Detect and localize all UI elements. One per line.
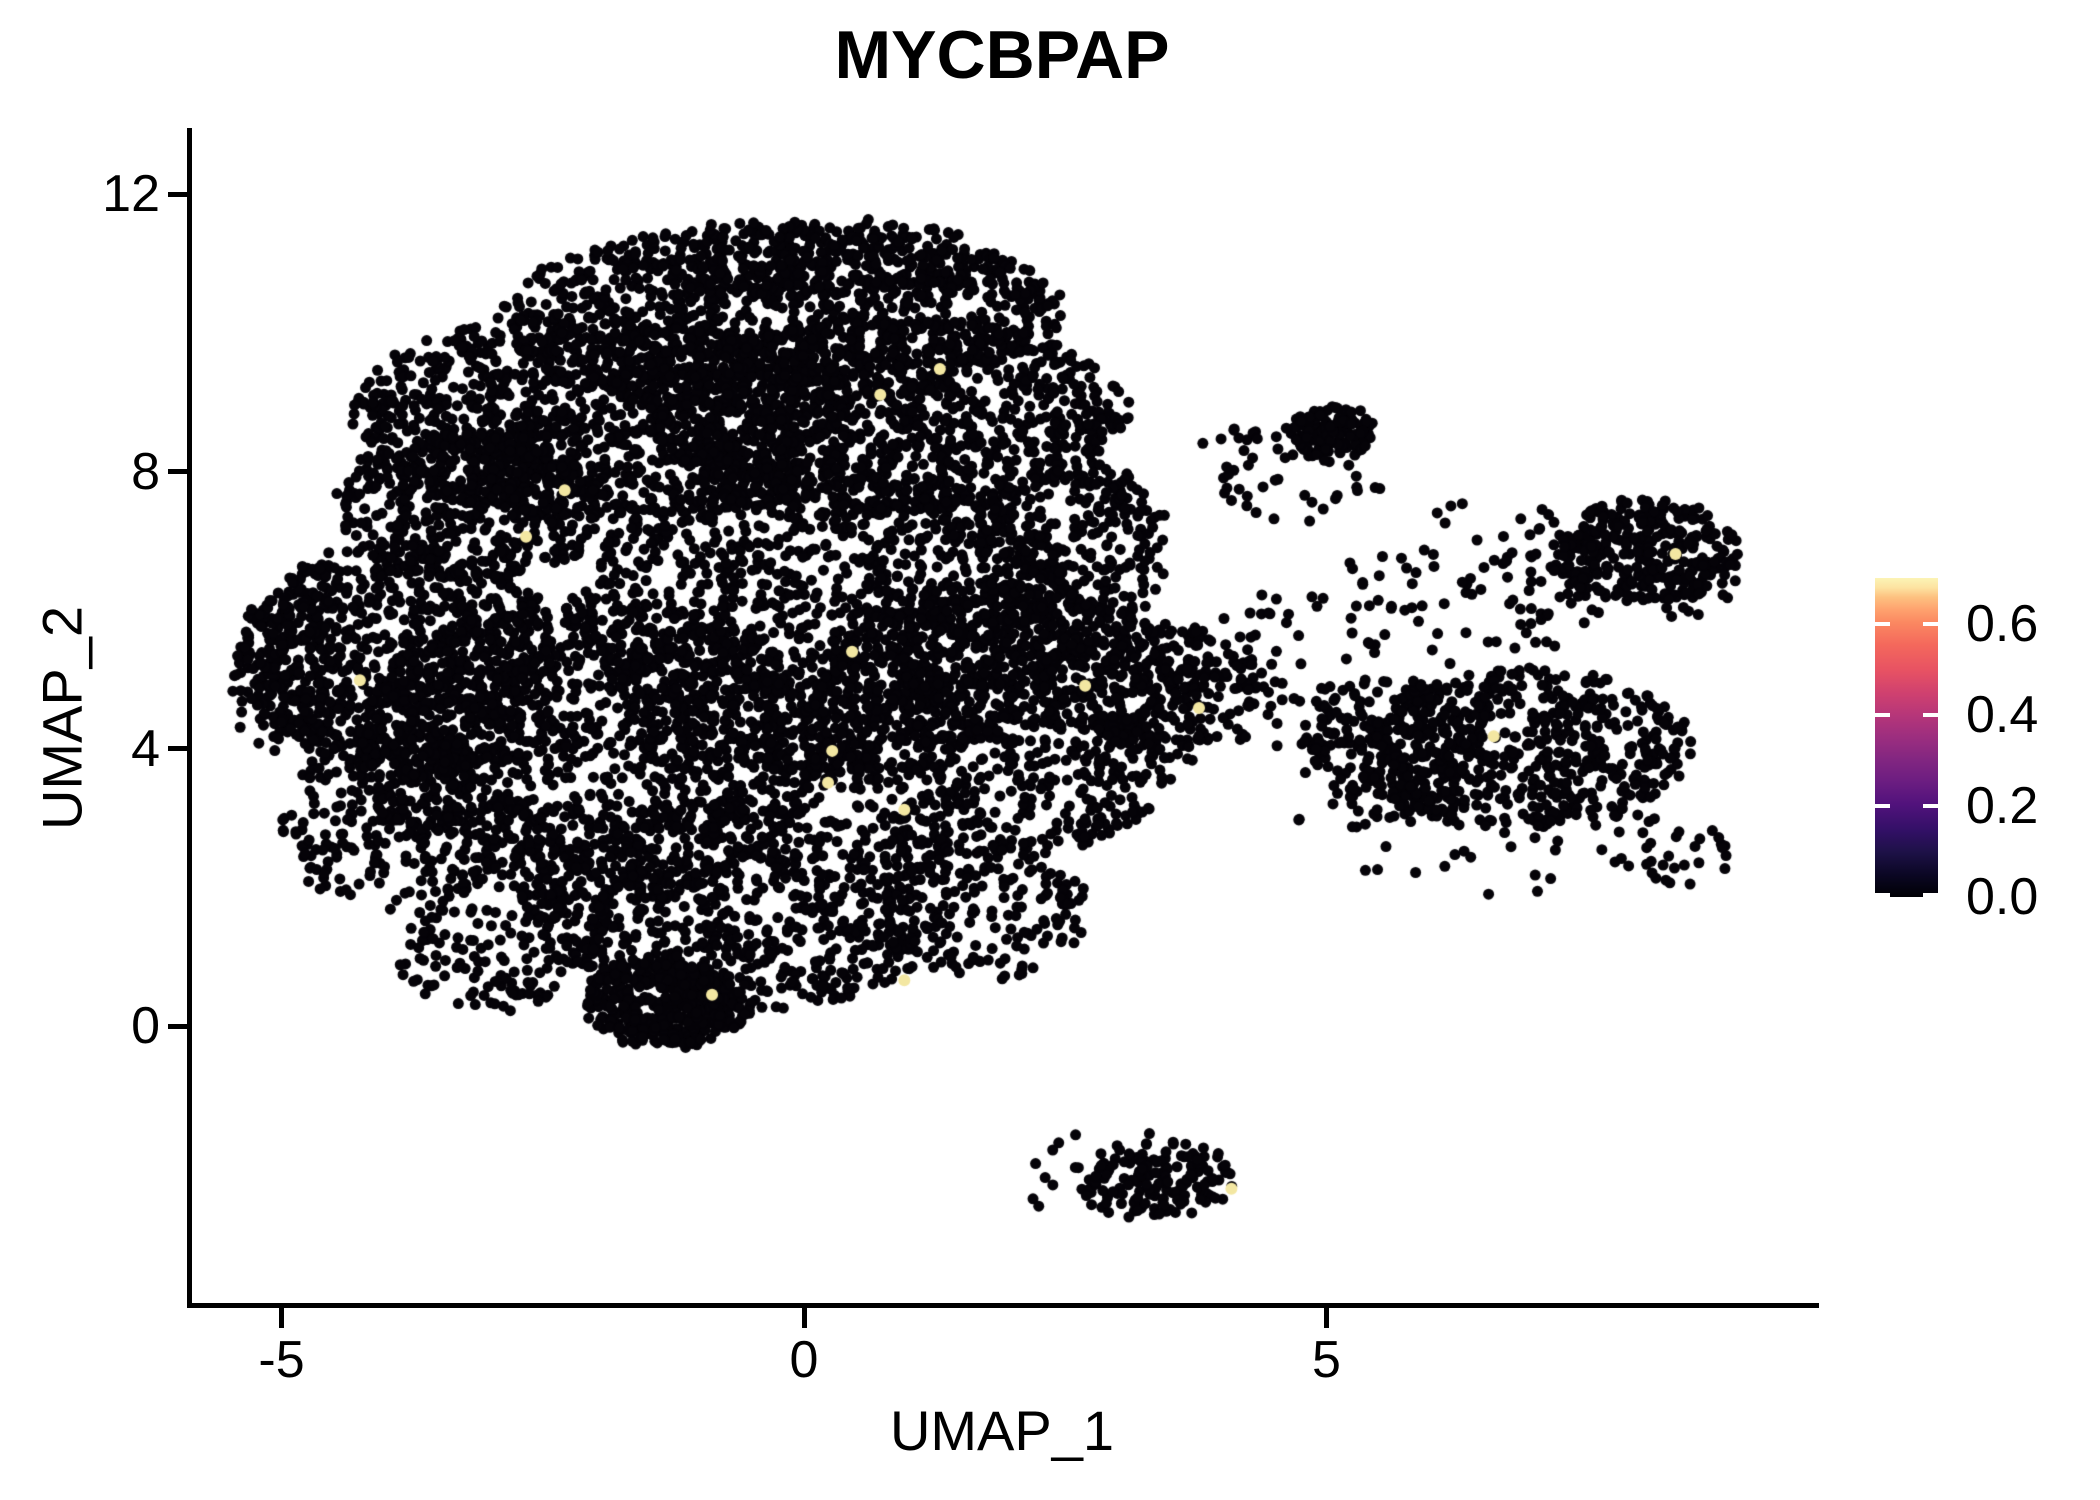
x-tick-mark-5 xyxy=(1324,1308,1329,1328)
colorbar-tick-0.4-right xyxy=(1923,712,1938,717)
y-tick-mark-8 xyxy=(168,469,188,475)
colorbar-label-0.4: 0.4 xyxy=(1966,685,2039,744)
x-axis-line xyxy=(187,1303,1819,1308)
y-tick-mark-0 xyxy=(168,1023,188,1029)
y-axis-title: UMAP_2 xyxy=(30,605,94,831)
colorbar-gradient xyxy=(1875,578,1938,897)
colorbar-label-0.2: 0.2 xyxy=(1966,776,2039,835)
colorbar-tick-0.0-left xyxy=(1875,893,1890,897)
y-tick-label-8: 8 xyxy=(131,442,160,501)
x-tick-mark--5 xyxy=(279,1308,284,1328)
y-tick-label-12: 12 xyxy=(102,165,160,224)
colorbar-tick-0.6-right xyxy=(1923,621,1938,626)
colorbar-label-0.6: 0.6 xyxy=(1966,594,2039,653)
y-tick-label-0: 0 xyxy=(131,997,160,1055)
colorbar-tick-0.2-right xyxy=(1923,803,1938,808)
colorbar-tick-0.0-right xyxy=(1923,893,1938,897)
x-axis-title: UMAP_1 xyxy=(889,1399,1115,1462)
x-tick-label-0: 0 xyxy=(789,1331,819,1389)
y-tick-label-4: 4 xyxy=(131,719,160,778)
colorbar-tick-0.4-left xyxy=(1875,712,1890,717)
x-tick-label-5: 5 xyxy=(1312,1331,1341,1389)
colorbar-label-0.0: 0.0 xyxy=(1966,868,2039,926)
y-tick-mark-12 xyxy=(168,191,188,197)
x-tick-mark-0 xyxy=(801,1308,807,1328)
colorbar-tick-0.2-left xyxy=(1875,803,1890,808)
y-axis-line xyxy=(187,128,192,1308)
x-tick-label--5: -5 xyxy=(258,1331,305,1389)
plot-title: MYCBPAP xyxy=(834,17,1170,93)
colorbar-tick-0.6-left xyxy=(1875,621,1890,626)
y-tick-mark-4 xyxy=(168,746,188,752)
